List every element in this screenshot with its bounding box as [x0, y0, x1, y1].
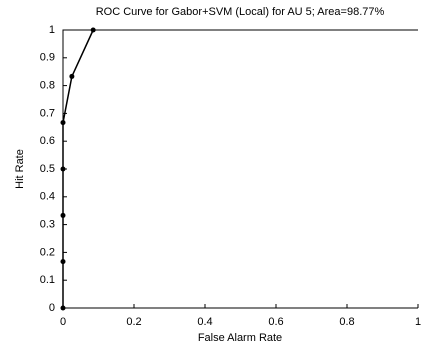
y-tick-label: 0.4 [40, 191, 55, 203]
roc-point [90, 27, 96, 33]
x-tick-label: 0.2 [126, 316, 141, 328]
x-tick-label: 0.8 [339, 316, 354, 328]
roc-point [60, 212, 66, 218]
x-tick-label: 0.6 [268, 316, 283, 328]
x-tick-label: 1 [415, 316, 421, 328]
y-tick-label: 0.5 [40, 163, 55, 175]
plot-frame [62, 29, 418, 309]
roc-point [60, 259, 66, 265]
y-tick-label: 0.3 [40, 219, 55, 231]
roc-point [69, 73, 75, 79]
y-tick-label: 0 [49, 302, 55, 314]
chart-title: ROC Curve for Gabor+SVM (Local) for AU 5… [96, 6, 385, 18]
x-tick-label: 0.4 [197, 316, 212, 328]
roc-point [60, 305, 66, 311]
x-axis-label: False Alarm Rate [198, 332, 282, 344]
roc-point [60, 166, 66, 172]
y-tick-label: 0.7 [40, 107, 55, 119]
y-tick-label: 0.1 [40, 274, 55, 286]
y-tick-label: 0.6 [40, 135, 55, 147]
y-tick-label: 0.9 [40, 52, 55, 64]
roc-point [60, 120, 66, 126]
y-tick-label: 0.8 [40, 80, 55, 92]
y-tick-label: 1 [49, 24, 55, 36]
y-axis-label: Hit Rate [14, 149, 26, 189]
roc-line [62, 29, 94, 308]
x-tick-label: 0 [60, 316, 66, 328]
y-tick-label: 0.2 [40, 246, 55, 258]
